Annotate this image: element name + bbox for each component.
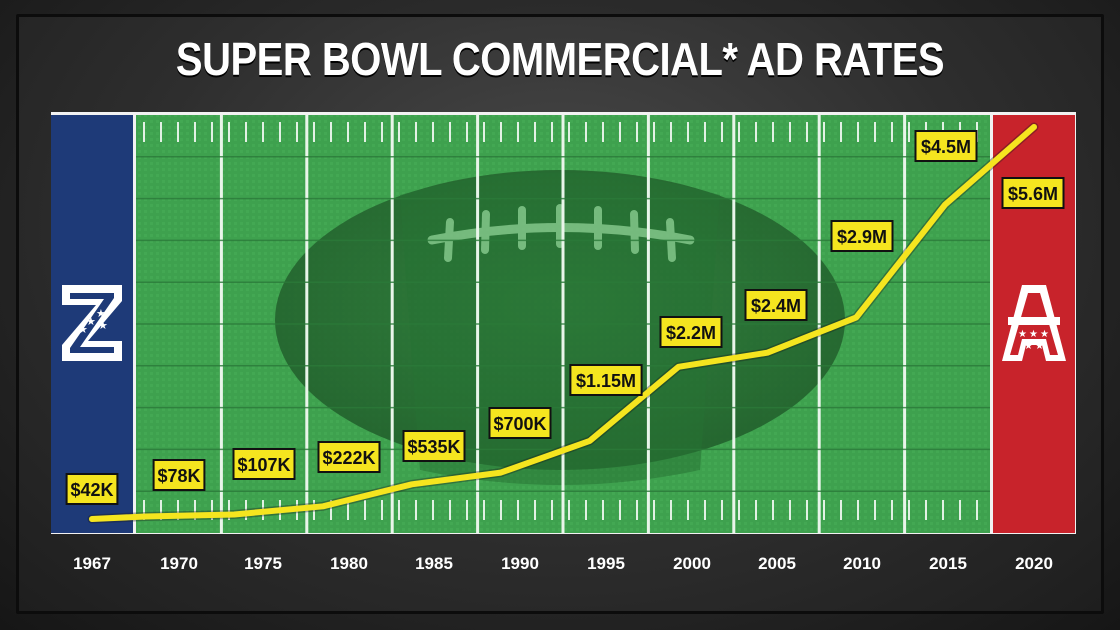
data-label: $2.9M <box>830 220 894 252</box>
x-tick-label: 1967 <box>73 554 111 573</box>
data-label-text: $107K <box>237 455 290 475</box>
x-tick-label: 2000 <box>673 554 711 573</box>
data-label: $1.15M <box>569 364 643 396</box>
x-tick-label: 1990 <box>501 554 539 573</box>
svg-text:★: ★ <box>1035 341 1044 352</box>
nfc-logo-icon: ★★★ ★ <box>62 285 122 361</box>
x-tick-label: 2005 <box>758 554 796 573</box>
x-tick-label: 1995 <box>587 554 625 573</box>
svg-text:★: ★ <box>98 319 108 332</box>
svg-text:★: ★ <box>1018 329 1027 340</box>
svg-text:★: ★ <box>96 307 106 320</box>
svg-text:★: ★ <box>1029 329 1038 340</box>
x-tick-label: 2010 <box>843 554 881 573</box>
svg-text:★: ★ <box>78 323 88 336</box>
data-label: $700K <box>488 407 552 439</box>
x-tick-label: 1985 <box>415 554 453 573</box>
hash-marks <box>143 122 978 520</box>
x-tick-label: 2015 <box>929 554 967 573</box>
x-tick-label: 1980 <box>330 554 368 573</box>
grid-lines <box>136 115 990 533</box>
x-tick-label: 1970 <box>160 554 198 573</box>
data-label-text: $1.15M <box>576 371 636 391</box>
x-tick-label: 2020 <box>1015 554 1053 573</box>
data-label-text: $700K <box>493 414 546 434</box>
data-label: $4.5M <box>914 130 978 162</box>
series-line <box>89 124 1037 522</box>
data-label-text: $2.9M <box>837 227 887 247</box>
x-tick-label: 1975 <box>244 554 282 573</box>
data-label-text: $42K <box>70 480 113 500</box>
data-label: $2.4M <box>744 289 808 321</box>
data-label: $2.2M <box>659 316 723 348</box>
data-label-text: $2.4M <box>751 296 801 316</box>
svg-text:★: ★ <box>1024 341 1033 352</box>
data-label: $107K <box>232 448 296 480</box>
afc-logo-icon: ★ ★ ★ ★ ★ <box>1002 285 1066 361</box>
svg-text:★: ★ <box>1040 329 1049 340</box>
data-label-text: $2.2M <box>666 323 716 343</box>
data-label-text: $78K <box>157 466 200 486</box>
data-label-text: $5.6M <box>1008 184 1058 204</box>
data-label-text: $4.5M <box>921 137 971 157</box>
chart-title: SUPER BOWL COMMERCIAL* AD RATES <box>175 34 945 86</box>
data-label-text: $222K <box>322 448 375 468</box>
data-label: $42K <box>65 473 119 505</box>
data-label: $222K <box>317 441 381 473</box>
series-line-group <box>87 122 1039 524</box>
data-label: $535K <box>402 430 466 462</box>
data-label: $78K <box>152 459 206 491</box>
data-label-text: $535K <box>407 437 460 457</box>
svg-text:★: ★ <box>86 315 96 328</box>
data-label: $5.6M <box>1001 177 1065 209</box>
